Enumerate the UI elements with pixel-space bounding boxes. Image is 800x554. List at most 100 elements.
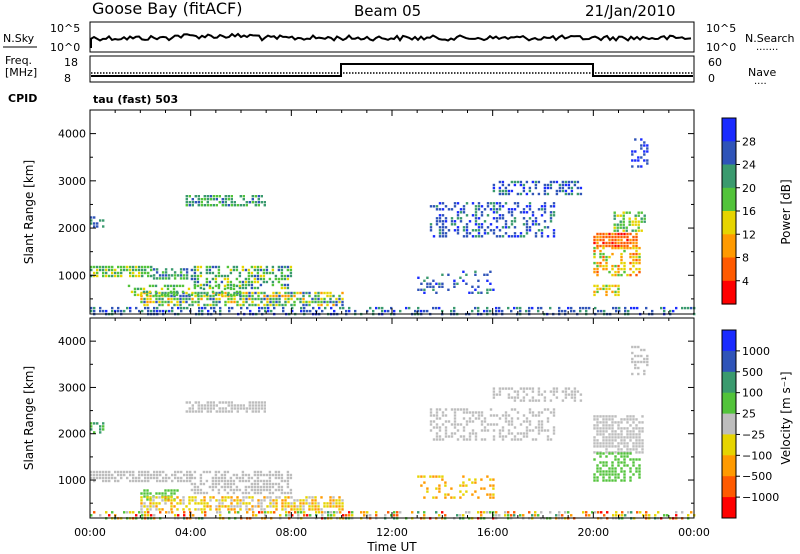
velocity-cell bbox=[253, 485, 257, 489]
power-cell bbox=[564, 192, 568, 196]
velocity-cell bbox=[513, 426, 517, 429]
power-cell bbox=[495, 211, 499, 214]
power-cell bbox=[631, 223, 634, 226]
power-cell bbox=[531, 214, 535, 217]
power-cell bbox=[215, 303, 218, 307]
velocity-cell bbox=[626, 430, 629, 433]
power-cell bbox=[477, 229, 481, 232]
power-cell bbox=[474, 205, 478, 208]
power-cell bbox=[593, 270, 596, 274]
velocity-cell bbox=[444, 435, 448, 438]
velocity-cell bbox=[549, 511, 552, 514]
power-cell bbox=[235, 284, 239, 288]
power-cell bbox=[537, 309, 540, 313]
velocity-cell bbox=[220, 476, 224, 480]
velocity-cell bbox=[170, 505, 173, 508]
power-cell bbox=[214, 277, 218, 281]
power-cell bbox=[438, 285, 441, 288]
power-cell bbox=[309, 309, 312, 313]
power-cell bbox=[132, 274, 135, 278]
velocity-cell bbox=[268, 470, 272, 474]
velocity-cell bbox=[489, 511, 492, 514]
velocity-cell bbox=[170, 502, 173, 505]
power-cell bbox=[114, 271, 117, 275]
velocity-colorbar-swatch bbox=[722, 455, 736, 477]
power-cell bbox=[194, 300, 197, 304]
velocity-cell bbox=[250, 482, 254, 486]
power-cell bbox=[342, 306, 345, 310]
velocity-cell bbox=[257, 404, 260, 407]
velocity-cell bbox=[537, 423, 541, 426]
velocity-cell bbox=[599, 455, 602, 458]
power-cell bbox=[635, 273, 638, 277]
power-cell bbox=[160, 293, 164, 297]
power-cell bbox=[608, 235, 611, 239]
power-cell bbox=[635, 255, 638, 259]
velocity-cell bbox=[513, 396, 517, 399]
x-tick-label: 12:00 bbox=[376, 526, 408, 539]
velocity-cell bbox=[245, 505, 248, 508]
power-cell bbox=[393, 309, 396, 313]
power-cell bbox=[173, 303, 176, 307]
velocity-cell bbox=[537, 387, 541, 390]
power-cell bbox=[474, 211, 478, 214]
velocity-cell bbox=[608, 436, 611, 439]
velocity-cell bbox=[96, 422, 99, 425]
velocity-cell bbox=[114, 479, 117, 483]
velocity-cell bbox=[260, 407, 263, 410]
velocity-cell bbox=[146, 498, 149, 501]
power-cell bbox=[205, 280, 209, 284]
power-cell bbox=[239, 204, 242, 207]
power-cell bbox=[182, 277, 186, 280]
power-cell bbox=[453, 220, 457, 223]
power-cell bbox=[483, 220, 487, 223]
velocity-cell bbox=[129, 479, 132, 483]
velocity-cell bbox=[492, 493, 495, 496]
velocity-cell bbox=[150, 476, 153, 480]
velocity-cell bbox=[105, 476, 108, 480]
velocity-cell bbox=[179, 499, 182, 502]
velocity-cell bbox=[230, 496, 233, 499]
power-cell bbox=[599, 287, 602, 291]
power-cell bbox=[504, 226, 508, 229]
velocity-cell bbox=[254, 505, 257, 508]
velocity-cell bbox=[271, 473, 275, 477]
velocity-cell bbox=[423, 496, 426, 499]
power-cell bbox=[435, 217, 439, 220]
velocity-cell bbox=[174, 514, 177, 517]
velocity-cell bbox=[153, 470, 156, 474]
power-cell bbox=[155, 277, 159, 280]
velocity-cell bbox=[120, 473, 123, 477]
power-cell bbox=[624, 306, 627, 310]
velocity-cell bbox=[646, 354, 649, 358]
velocity-cell bbox=[247, 473, 251, 477]
velocity-cell bbox=[611, 415, 614, 418]
velocity-cell bbox=[429, 420, 433, 423]
velocity-cell bbox=[277, 485, 281, 489]
power-cell bbox=[224, 204, 227, 207]
power-cell bbox=[675, 306, 678, 310]
power-cell bbox=[250, 265, 254, 269]
velocity-cell bbox=[342, 514, 345, 517]
power-cell bbox=[611, 273, 614, 277]
velocity-cell bbox=[537, 420, 541, 423]
power-cell bbox=[135, 268, 138, 272]
velocity-cell bbox=[507, 511, 510, 514]
velocity-cell bbox=[629, 479, 632, 482]
power-cell bbox=[456, 217, 460, 220]
velocity-cell bbox=[605, 448, 608, 451]
velocity-cell bbox=[444, 432, 448, 435]
power-cell bbox=[480, 211, 484, 214]
power-cell bbox=[447, 229, 451, 232]
velocity-cell bbox=[528, 511, 531, 514]
nsearch-label: N.Search bbox=[745, 32, 795, 45]
velocity-cell bbox=[321, 511, 324, 514]
power-cell bbox=[199, 283, 203, 287]
velocity-cell bbox=[648, 514, 651, 517]
velocity-cell bbox=[272, 505, 275, 508]
power-cell bbox=[588, 306, 591, 310]
power-cell bbox=[102, 274, 105, 278]
power-cell bbox=[634, 214, 637, 217]
power-cell bbox=[253, 265, 257, 269]
velocity-cell bbox=[251, 508, 254, 511]
